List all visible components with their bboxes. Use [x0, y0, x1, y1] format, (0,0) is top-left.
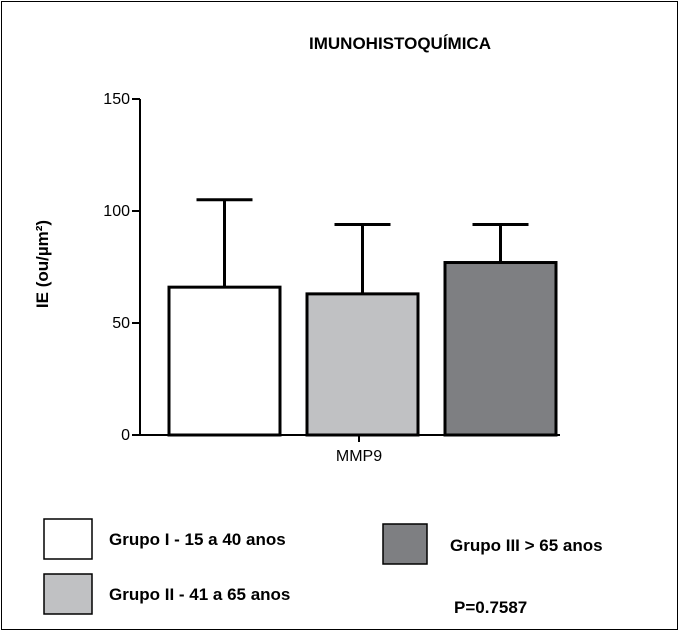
bar-group-3: [443, 261, 558, 437]
y-tick-label-150: 150: [103, 91, 130, 108]
x-tick-label-mmp9: MMP9: [336, 448, 382, 465]
y-tick-label-50: 50: [112, 315, 130, 332]
y-tick-label-0: 0: [121, 427, 130, 444]
x-axis: MMP9: [140, 434, 560, 465]
legend-swatch-grupo-ii: [43, 573, 93, 615]
p-value-annotation: P=0.7587: [454, 598, 527, 617]
bar-group-1: [167, 285, 282, 437]
chart-title: IMUNOHISTOQUÍMICA: [309, 34, 491, 53]
y-axis-label: IE (ou/µm²): [33, 220, 52, 308]
legend: Grupo I - 15 a 40 anos Grupo II - 41 a 6…: [43, 518, 603, 615]
legend-label-grupo-i: Grupo I - 15 a 40 anos: [109, 530, 286, 549]
bars-group: [167, 198, 558, 437]
legend-swatch-grupo-iii: [382, 523, 428, 565]
bar-group-2: [305, 292, 420, 437]
y-axis: 0 50 100 150: [103, 91, 141, 444]
y-tick-label-100: 100: [103, 203, 130, 220]
legend-label-grupo-ii: Grupo II - 41 a 65 anos: [109, 585, 290, 604]
legend-label-grupo-iii: Grupo III > 65 anos: [450, 536, 603, 555]
legend-swatch-grupo-i: [43, 518, 93, 560]
